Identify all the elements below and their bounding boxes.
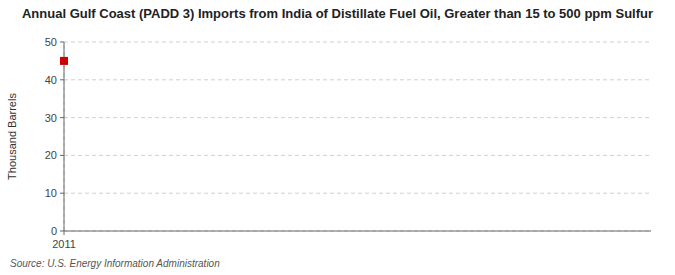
tick-y bbox=[60, 155, 64, 156]
tick-y bbox=[60, 42, 64, 43]
grid-line-y bbox=[64, 42, 651, 43]
tick-y bbox=[60, 231, 64, 232]
tick-label-y: 30 bbox=[45, 112, 57, 124]
grid bbox=[64, 42, 651, 231]
background bbox=[0, 0, 675, 275]
axis-line-x bbox=[64, 231, 651, 232]
tick-y bbox=[60, 79, 64, 80]
grid-line-y bbox=[64, 155, 651, 156]
axes: 0 10 20 30 40 50 2011 bbox=[45, 36, 651, 250]
tick-label-y: 10 bbox=[45, 187, 57, 199]
grid-line-y bbox=[64, 117, 651, 118]
tick-y bbox=[60, 117, 64, 118]
grid-line-y bbox=[64, 231, 651, 232]
grid-line-x bbox=[64, 42, 65, 231]
chart-container: Annual Gulf Coast (PADD 3) Imports from … bbox=[0, 0, 675, 275]
point bbox=[60, 57, 68, 65]
grid-line-y bbox=[64, 79, 651, 80]
tick-x bbox=[64, 231, 65, 235]
tick-y bbox=[60, 193, 64, 194]
grid-line-y bbox=[64, 193, 651, 194]
tick-label-y: 40 bbox=[45, 74, 57, 86]
points bbox=[60, 57, 68, 65]
tick-label-y: 0 bbox=[51, 225, 57, 237]
source: Source: U.S. Energy Information Administ… bbox=[10, 258, 220, 269]
axis-line-y bbox=[64, 42, 65, 231]
chart: Annual Gulf Coast (PADD 3) Imports from … bbox=[0, 0, 675, 275]
tick-label-x: 2011 bbox=[52, 238, 76, 250]
tick-label-y: 20 bbox=[45, 149, 57, 161]
title: Annual Gulf Coast (PADD 3) Imports from … bbox=[22, 6, 653, 21]
tick-label-y: 50 bbox=[45, 36, 57, 48]
axis-label-y: Thousand Barrels bbox=[6, 93, 18, 180]
